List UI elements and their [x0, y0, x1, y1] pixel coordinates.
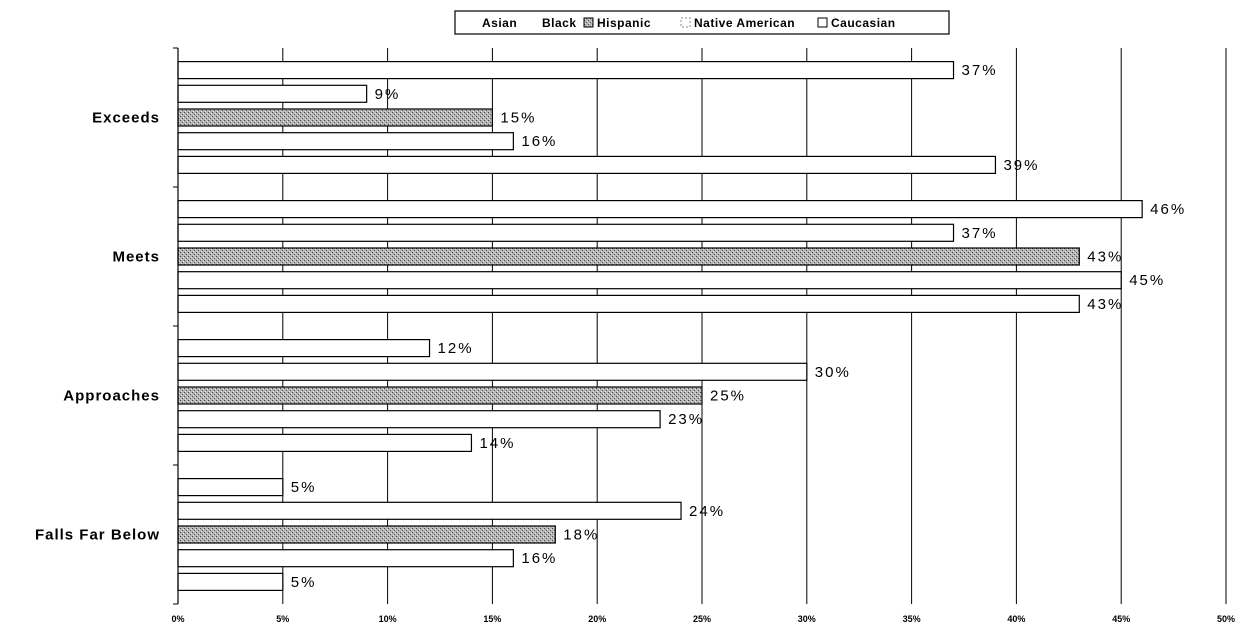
data-label: 14% [479, 435, 515, 452]
category-label: Approaches [63, 388, 160, 405]
x-tick-label: 25% [693, 614, 711, 624]
legend-entry: Caucasian [831, 16, 896, 30]
bar [177, 433, 473, 452]
legend-entry: Black [542, 16, 577, 30]
category-label: Falls Far Below [35, 527, 160, 544]
legend-entry: Hispanic [597, 16, 651, 30]
data-label: 18% [563, 527, 599, 544]
data-label: 16% [521, 133, 557, 150]
data-label: 30% [815, 364, 851, 381]
data-label: 39% [1003, 157, 1039, 174]
bar [177, 200, 1143, 219]
x-tick-label: 50% [1217, 614, 1235, 624]
category-label: Meets [112, 249, 160, 266]
category-label: Exceeds [92, 110, 160, 127]
bar [177, 362, 808, 381]
data-label: 43% [1087, 296, 1123, 313]
bar [177, 223, 955, 242]
bar [177, 84, 368, 103]
bar [177, 572, 284, 592]
bar [177, 108, 493, 127]
x-tick-label: 35% [903, 614, 921, 624]
data-label: 43% [1087, 249, 1123, 266]
data-label: 24% [689, 503, 725, 520]
bar [177, 410, 661, 429]
data-label: 5% [291, 479, 317, 496]
legend-entry: Asian [482, 16, 517, 30]
data-label: 23% [668, 411, 704, 428]
legend-swatch [680, 17, 691, 28]
bar [177, 155, 997, 174]
x-tick-label: 30% [798, 614, 816, 624]
x-tick-label: 5% [276, 614, 289, 624]
data-label: 15% [500, 110, 536, 127]
data-label: 45% [1129, 272, 1165, 289]
legend: Asian Black Hispanic Native American Caucasi… [454, 10, 950, 35]
bar [177, 271, 1122, 290]
data-label: 25% [710, 388, 746, 405]
legend-entry: Native American [694, 16, 795, 30]
data-label: 5% [291, 574, 317, 591]
bar [177, 386, 703, 405]
bar [177, 339, 431, 358]
x-tick-label: 10% [379, 614, 397, 624]
bar [177, 294, 1080, 313]
data-label: 16% [521, 550, 557, 567]
x-tick-label: 15% [483, 614, 501, 624]
legend-swatch [817, 17, 828, 28]
x-tick-label: 20% [588, 614, 606, 624]
value-labels: 37% 9% 15% 16% 39% 46% 37% 43% 45% 43% 12% 30% 25% 23… [291, 62, 1186, 591]
x-tick-labels: 0% 5% 10% 15% 20% 25% 30% 35% 40% 45% 50% [171, 614, 1235, 624]
legend-swatch [583, 17, 594, 28]
axis [173, 47, 179, 605]
x-tick-label: 0% [171, 614, 184, 624]
data-label: 12% [438, 340, 474, 357]
data-label: 37% [962, 225, 998, 242]
bar [177, 501, 682, 520]
bar [177, 247, 1080, 266]
category-labels: Exceeds Meets Approaches Falls Far Below [35, 110, 160, 544]
bar [177, 549, 514, 568]
x-tick-label: 40% [1007, 614, 1025, 624]
bar [177, 60, 955, 80]
bar [177, 132, 514, 151]
bars [177, 60, 1143, 592]
data-label: 46% [1150, 201, 1186, 218]
bar [177, 478, 284, 497]
x-tick-label: 45% [1112, 614, 1130, 624]
legend-box [454, 10, 950, 35]
data-label: 37% [962, 62, 998, 79]
bar [177, 525, 556, 544]
gridlines [282, 48, 1227, 604]
data-label: 9% [375, 86, 401, 103]
